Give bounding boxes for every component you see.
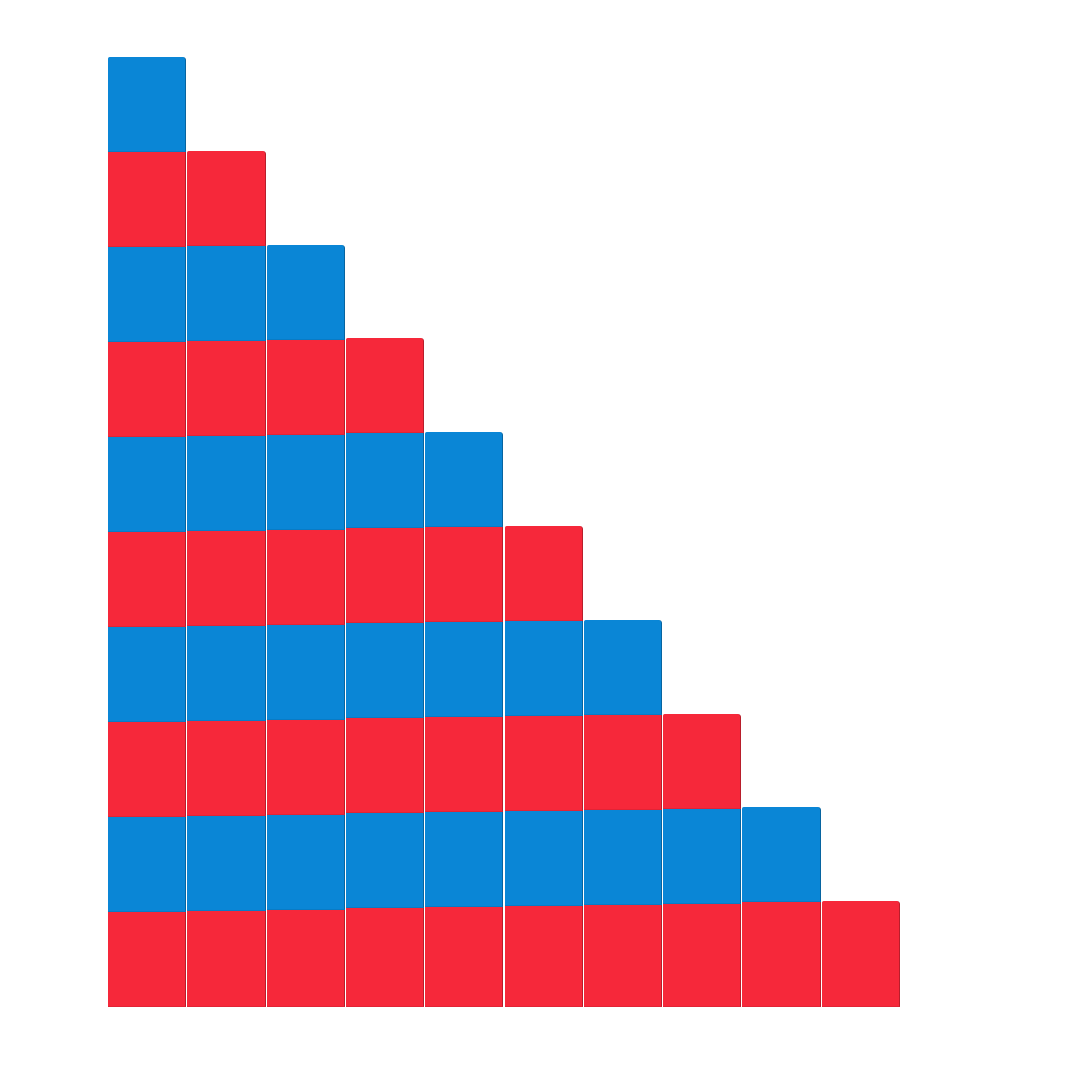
red-rod-segment (583, 904, 663, 1007)
red-rod-segment (345, 338, 425, 434)
red-rod-segment (187, 340, 266, 436)
blue-rod-segment (504, 621, 583, 716)
red-rod-segment (108, 532, 187, 627)
blue-rod-segment (266, 624, 345, 720)
red-rod-segment (504, 526, 583, 621)
red-rod-segment (187, 910, 266, 1007)
blue-rod-segment (108, 247, 187, 342)
blue-rod-segment (266, 434, 345, 530)
red-rod-segment (108, 152, 187, 247)
blue-rod-segment (266, 244, 345, 340)
blue-rod-segment (187, 245, 266, 341)
blue-rod-segment (108, 57, 187, 152)
blue-rod-segment (187, 625, 266, 721)
red-rod-segment (504, 716, 583, 811)
red-rod-segment (187, 530, 266, 626)
blue-rod-segment (108, 627, 187, 722)
blue-rod-segment (425, 432, 504, 528)
red-rod-segment (663, 713, 742, 809)
red-rod-segment (266, 909, 345, 1007)
blue-rod-segment (187, 815, 266, 911)
red-rod-segment (504, 906, 583, 1007)
red-rod-segment (345, 718, 425, 814)
blue-rod-segment (583, 809, 663, 905)
red-rod-segment (108, 722, 187, 817)
blue-rod-segment (583, 619, 663, 715)
red-rod-segment (187, 150, 266, 246)
red-rod-segment (663, 903, 742, 1007)
red-rod-segment (266, 529, 345, 625)
blue-rod-segment (742, 807, 821, 903)
red-rod-segment (345, 528, 425, 624)
red-rod-segment (821, 901, 900, 1007)
red-rod-segment (108, 342, 187, 437)
blue-rod-segment (663, 808, 742, 904)
red-rod-segment (425, 717, 504, 813)
blue-rod-segment (345, 813, 425, 909)
blue-rod-segment (187, 435, 266, 531)
red-rod-segment (187, 720, 266, 816)
red-rod-segment (425, 907, 504, 1007)
red-rod-segment (266, 719, 345, 815)
blue-rod-segment (345, 623, 425, 719)
red-rod-segment (345, 908, 425, 1007)
red-rod-segment (742, 902, 821, 1007)
blue-rod-segment (266, 814, 345, 910)
red-rod-segment (108, 912, 187, 1007)
blue-rod-segment (425, 622, 504, 718)
blue-rod-segment (108, 437, 187, 532)
blue-rod-segment (425, 812, 504, 908)
red-rod-segment (425, 527, 504, 623)
blue-rod-segment (108, 817, 187, 912)
blue-rod-segment (345, 433, 425, 529)
red-rod-segment (266, 339, 345, 435)
blue-rod-segment (504, 811, 583, 906)
red-rod-segment (583, 714, 663, 810)
